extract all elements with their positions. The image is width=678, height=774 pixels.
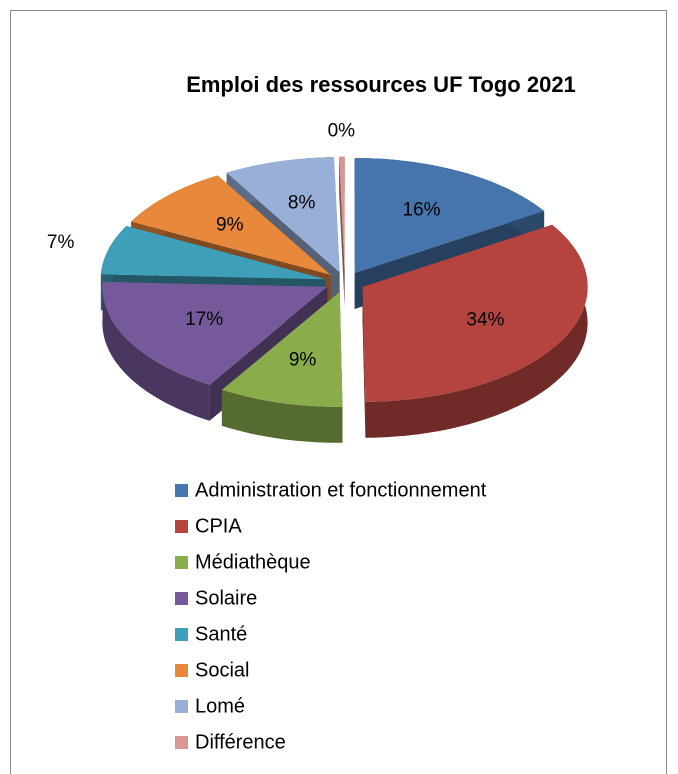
slice-group: [339, 156, 345, 308]
legend-swatch: [175, 700, 188, 713]
data-label: 34%: [466, 310, 504, 331]
slice-group: [362, 224, 588, 438]
slice: [221, 291, 343, 407]
legend-swatch: [175, 484, 188, 497]
slice: [354, 158, 545, 273]
slice-group: [221, 291, 343, 443]
slice: [226, 157, 340, 273]
slice-side: [221, 389, 343, 443]
slice-side: [362, 286, 366, 438]
legend-swatch: [175, 520, 188, 533]
slice: [362, 224, 588, 402]
legend-label: Médiathèque: [195, 551, 311, 573]
data-label: 16%: [403, 199, 441, 220]
slice-side: [365, 224, 588, 438]
legend-label: CPIA: [195, 515, 242, 537]
data-label: 17%: [185, 309, 223, 330]
data-label: 9%: [216, 215, 244, 236]
slice-side: [339, 156, 345, 308]
legend-label: Social: [195, 659, 249, 681]
legend-label: Santé: [195, 623, 247, 645]
slice-side: [102, 281, 210, 421]
legend-label: Solaire: [195, 587, 257, 609]
legend-swatch: [175, 664, 188, 677]
legend-swatch: [175, 736, 188, 749]
data-label: 0%: [328, 121, 356, 142]
slice: [102, 281, 328, 385]
slice: [131, 175, 331, 275]
legend-swatch: [175, 592, 188, 605]
data-label: 8%: [288, 193, 316, 214]
data-label: 7%: [47, 232, 75, 253]
legend-label: Différence: [195, 731, 286, 753]
legend-swatch: [175, 556, 188, 569]
slice: [100, 226, 326, 280]
legend-label: Administration et fonctionnement: [195, 479, 487, 501]
legend-label: Lomé: [195, 695, 245, 717]
data-label: 9%: [289, 350, 317, 371]
chart-title: Emploi des ressources UF Togo 2021: [186, 72, 576, 97]
legend-swatch: [175, 628, 188, 641]
frame: [10, 10, 667, 774]
slice: [339, 156, 345, 272]
